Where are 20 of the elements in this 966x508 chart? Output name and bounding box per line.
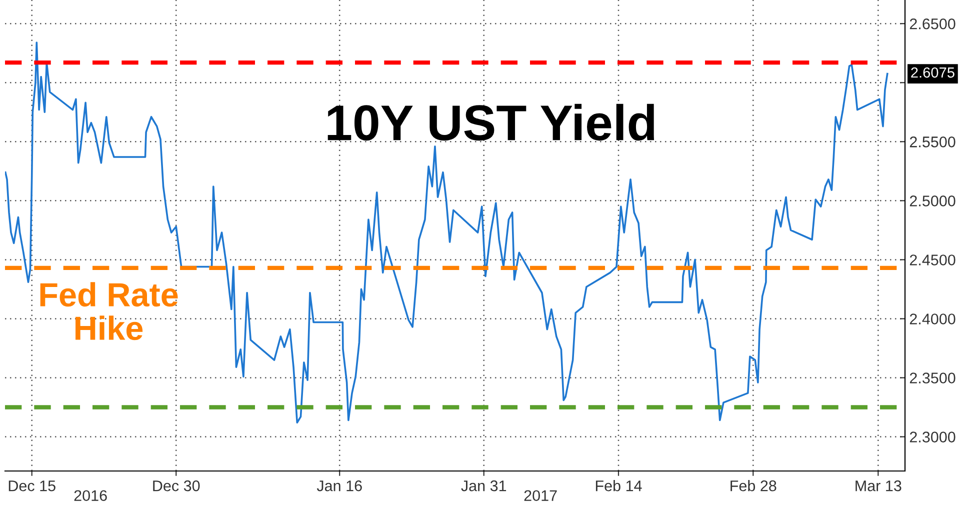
x-tick-label: Feb 14 <box>596 480 642 492</box>
x-tick-label: Dec 30 <box>153 480 200 492</box>
y-tick-label: 2.3000 <box>910 432 956 442</box>
x-tick-label: Feb 28 <box>730 480 776 492</box>
annotation: 2.6075 <box>911 67 954 78</box>
y-tick-label: 2.3500 <box>910 372 956 384</box>
text: 2016 <box>74 490 107 502</box>
y-tick-label: 2.6500 <box>910 18 956 30</box>
y-tick-label: 2.5000 <box>910 196 956 206</box>
x-tick-label: Dec 15 <box>8 480 56 492</box>
ref-line-label: Fed Rate Hike <box>40 282 178 340</box>
y-tick-label: 2.4000 <box>910 314 956 324</box>
x-tick-label: Jan 16 <box>316 480 362 492</box>
line-series <box>5 42 888 424</box>
x-tick-label: Mar 13 <box>856 480 902 492</box>
x-tick-label: Jan 31 <box>461 480 506 492</box>
text: 10Y UST Yield <box>328 104 654 141</box>
text: 2017 <box>524 490 557 502</box>
y-tick-label: 2.4500 <box>910 254 956 266</box>
y-tick-label: 2.5500 <box>910 136 956 148</box>
